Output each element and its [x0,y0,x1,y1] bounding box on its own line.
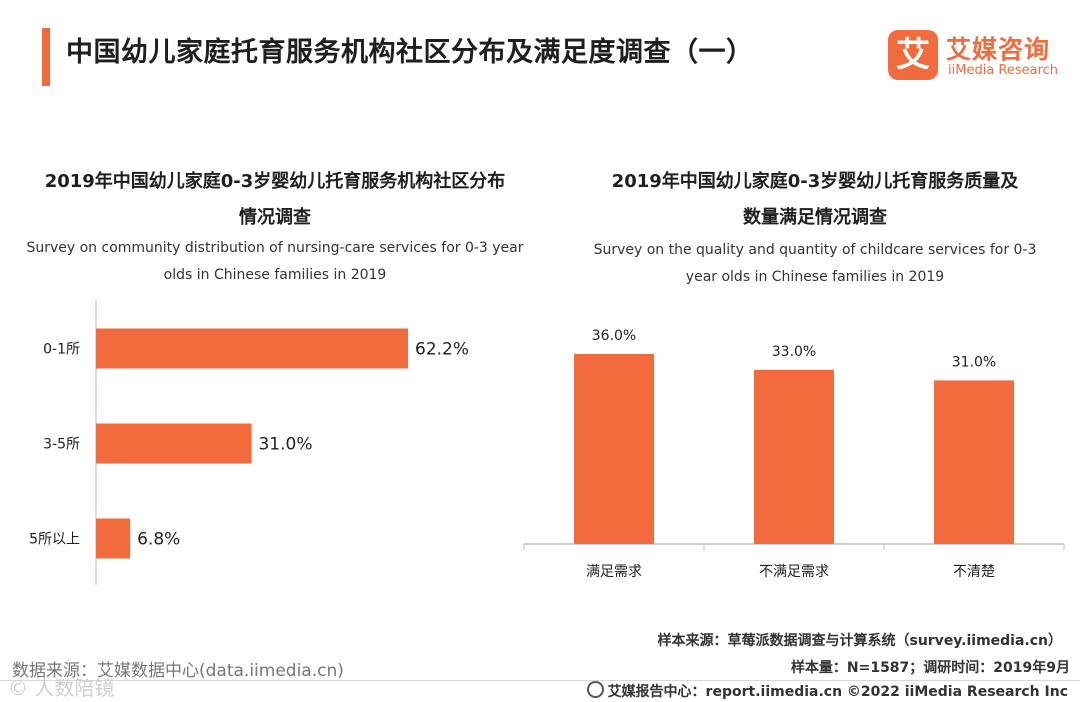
globe-icon [586,681,604,698]
right-category-label-2: 不满足需求 [759,564,829,580]
report-center-text: 艾媒报告中心：report.iimedia.cn ©2022 iiMedia R… [607,684,1068,700]
left-category-label-3: 5所以上 [29,532,80,548]
left-chart-subtitle-line1: Survey on community distribution of nurs… [26,240,524,256]
left-bar-3 [96,518,131,559]
logo-mark-icon: 艾 [888,30,938,80]
left-chart-subtitle-line2: olds in Chinese families in 2019 [163,267,387,283]
right-chart-title-line1: 2019年中国幼儿家庭0-3岁婴幼儿托育服务质量及 [611,171,1019,192]
right-chart-subtitle-line2: year olds in Chinese families in 2019 [685,269,945,285]
left-category-label-1: 0-1所 [43,342,80,358]
logo-chinese-name: 艾媒咨询 [946,35,1051,64]
title-accent-bar [42,28,50,86]
right-value-label-2: 33.0% [772,344,816,360]
sample-info: 样本量：N=1587；调研时间：2019年9月 [790,660,1070,676]
right-category-label-3: 不清楚 [953,564,995,580]
right-bar-2 [754,369,834,544]
report-center: 艾媒报告中心：report.iimedia.cn ©2022 iiMedia R… [586,681,1068,701]
sample-source: 样本来源：草莓派数据调查与计算系统（survey.iimedia.cn） [657,633,1062,649]
right-bar-1 [574,354,654,544]
right-value-label-3: 31.0% [952,354,996,370]
left-value-label-2: 31.0% [258,435,312,455]
footer-divider [0,680,1080,681]
left-chart-title-line2: 情况调查 [239,207,311,228]
right-bar-3 [934,380,1014,544]
left-value-label-3: 6.8% [137,530,180,550]
right-value-label-1: 36.0% [592,328,636,344]
left-bar-2 [96,423,252,464]
left-bar-1 [96,328,408,369]
right-chart-title-line2: 数量满足情况调查 [743,207,887,228]
watermark: © 人数陪镜 [8,676,115,700]
logo-english-name: iiMedia Research [948,63,1059,78]
page-title: 中国幼儿家庭托育服务机构社区分布及满足度调查（一） [66,37,754,68]
right-chart-subtitle-line1: Survey on the quality and quantity of ch… [593,242,1037,258]
left-chart-title-line1: 2019年中国幼儿家庭0-3岁婴幼儿托育服务机构社区分布 [44,171,506,192]
left-value-label-1: 62.2% [415,340,469,360]
left-category-label-2: 3-5所 [43,437,80,453]
data-source: 数据来源：艾媒数据中心(data.iimedia.cn) [12,661,344,681]
brand-logo: 艾 艾媒咨询 iiMedia Research [888,30,1068,84]
right-category-label-1: 满足需求 [586,564,642,580]
